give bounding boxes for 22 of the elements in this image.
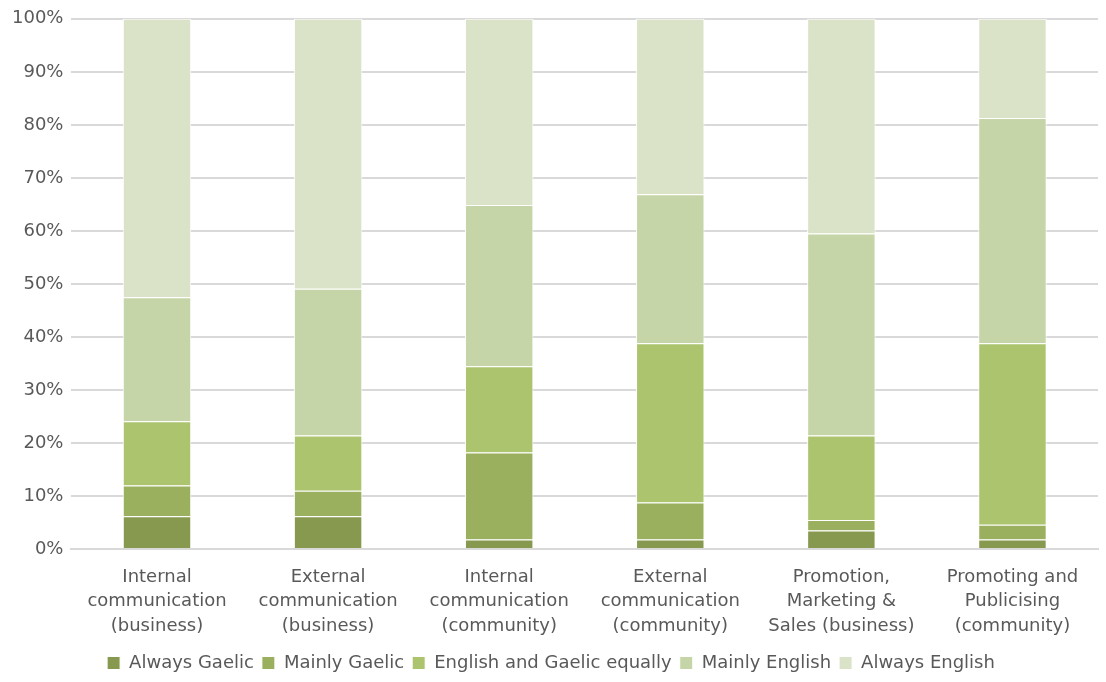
y-tick-label: 0% [34,536,64,558]
x-tick-label: Promotion, Marketing & Sales (business) [768,564,915,635]
x-tick-label: Internal communication (community) [429,564,569,635]
y-tick-label: 90% [23,59,64,81]
y-tick-label: 100% [11,6,64,28]
y-tick-label: 10% [23,483,64,505]
x-tick-label: External communication (community) [600,564,740,635]
y-tick-label: 60% [23,218,64,240]
y-tick-label: 20% [23,430,64,452]
x-tick-label: External communication (business) [258,564,398,635]
y-tick-label: 40% [23,324,64,346]
legend-label: Always English [861,650,995,672]
y-tick-label: 30% [23,377,64,399]
legend-label: Mainly Gaelic [283,650,405,672]
y-tick-label: 70% [23,165,64,187]
y-tick-label: 80% [23,112,64,134]
legend-label: Mainly English [701,650,832,672]
legend-label: English and Gaelic equally [434,650,673,672]
y-tick-label: 50% [23,271,64,293]
legend-label: Always Gaelic [129,650,254,672]
x-tick-label: Promoting and Publicising (community) [946,564,1079,635]
x-tick-label: Internal communication (business) [87,564,227,635]
